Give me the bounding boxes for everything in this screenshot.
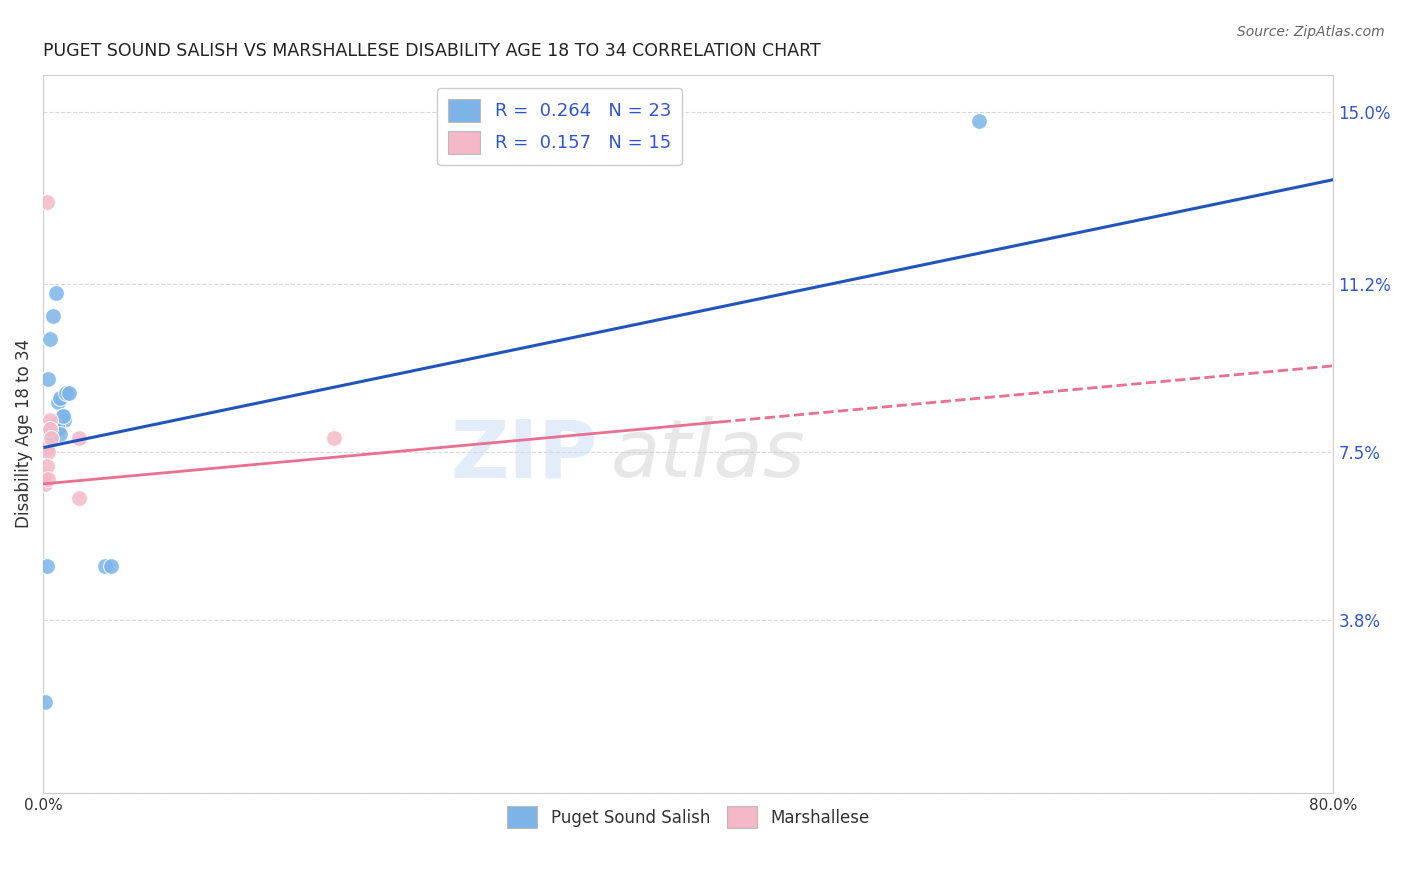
Point (41, 426, 63, 441)
Point (34, 467, 56, 482)
Point (52, 409, 75, 423)
Point (46, 395, 69, 409)
Point (67, 491, 90, 505)
Point (37, 372, 59, 386)
Text: ZIP: ZIP (451, 417, 598, 494)
Point (37, 472, 59, 486)
Point (38, 413, 60, 427)
Point (34, 695, 56, 709)
Text: Source: ZipAtlas.com: Source: ZipAtlas.com (1237, 25, 1385, 39)
Point (35, 458, 58, 473)
Point (967, 113, 990, 128)
Point (34, 422, 56, 436)
Point (322, 432, 344, 446)
Point (34, 476, 56, 491)
Point (45, 286, 67, 301)
Point (53, 413, 76, 427)
Point (46, 422, 69, 436)
Point (44, 417, 66, 432)
Point (35, 558, 58, 573)
Text: PUGET SOUND SALISH VS MARSHALLESE DISABILITY AGE 18 TO 34 CORRELATION CHART: PUGET SOUND SALISH VS MARSHALLESE DISABI… (44, 42, 821, 60)
Point (42, 422, 65, 436)
Point (48, 426, 70, 441)
Point (38, 332, 60, 346)
Point (93, 558, 115, 573)
Point (100, 558, 122, 573)
Point (37, 445, 59, 459)
Y-axis label: Disability Age 18 to 34: Disability Age 18 to 34 (15, 339, 32, 528)
Point (35, 195, 58, 210)
Point (41, 432, 63, 446)
Point (48, 391, 70, 405)
Point (58, 386, 80, 401)
Point (38, 422, 60, 436)
Legend: Puget Sound Salish, Marshallese: Puget Sound Salish, Marshallese (501, 800, 876, 835)
Point (42, 309, 65, 323)
Point (41, 422, 63, 436)
Point (37, 422, 59, 436)
Point (45, 422, 67, 436)
Text: atlas: atlas (612, 417, 806, 494)
Point (67, 432, 90, 446)
Point (55, 386, 77, 401)
Point (52, 409, 75, 423)
Point (35, 441, 58, 455)
